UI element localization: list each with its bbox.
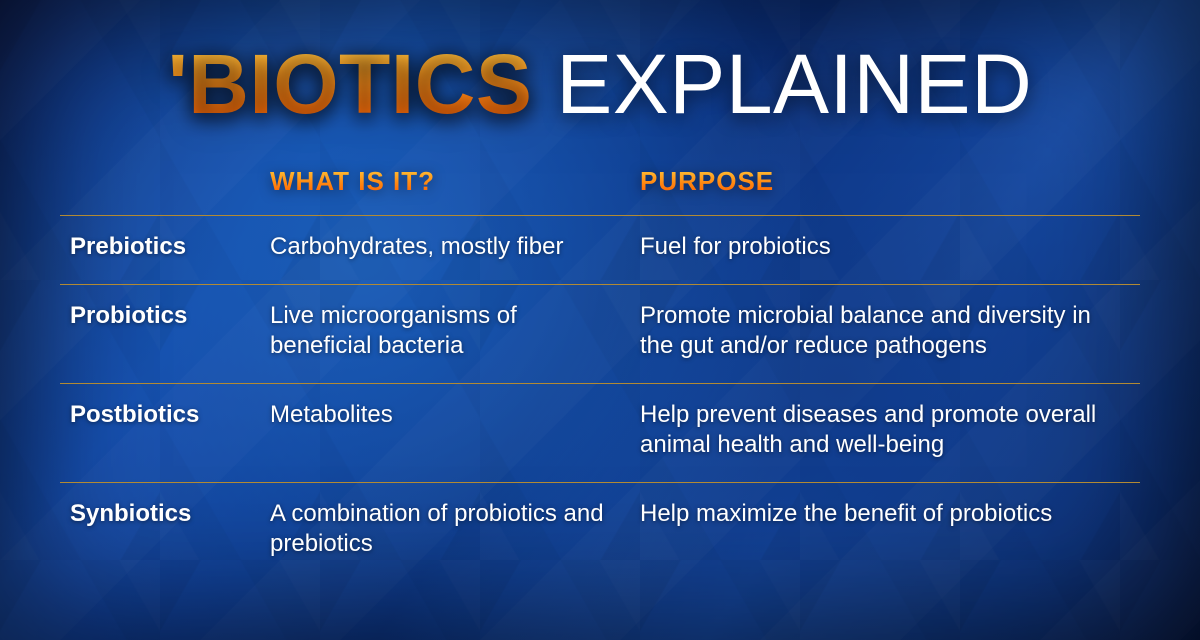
header-purpose: PURPOSE: [630, 160, 1140, 216]
row-name: Probiotics: [60, 285, 260, 384]
row-name: Prebiotics: [60, 216, 260, 285]
row-name: Postbiotics: [60, 384, 260, 483]
row-what: A combination of probiotics and prebioti…: [260, 483, 630, 582]
title-word-1: 'BIOTICS: [168, 37, 533, 131]
table-row: Postbiotics Metabolites Help prevent dis…: [60, 384, 1140, 483]
row-purpose: Fuel for probiotics: [630, 216, 1140, 285]
header-purpose-label: PURPOSE: [640, 166, 774, 196]
biotics-table: WHAT IS IT? PURPOSE Prebiotics Carbohydr…: [60, 160, 1140, 581]
header-blank: [60, 160, 260, 216]
page-title: 'BIOTICS EXPLAINED: [60, 42, 1140, 126]
table-row: Synbiotics A combination of probiotics a…: [60, 483, 1140, 582]
header-what-label: WHAT IS IT?: [270, 166, 435, 196]
row-purpose: Help prevent diseases and promote overal…: [630, 384, 1140, 483]
row-purpose: Promote microbial balance and diversity …: [630, 285, 1140, 384]
content-wrapper: 'BIOTICS EXPLAINED WHAT IS IT? PURPOSE P…: [0, 0, 1200, 581]
row-what: Live microorganisms of beneficial bacter…: [260, 285, 630, 384]
table-row: Probiotics Live microorganisms of benefi…: [60, 285, 1140, 384]
row-name: Synbiotics: [60, 483, 260, 582]
row-what: Metabolites: [260, 384, 630, 483]
row-what: Carbohydrates, mostly fiber: [260, 216, 630, 285]
title-word-2: EXPLAINED: [556, 37, 1032, 131]
header-what: WHAT IS IT?: [260, 160, 630, 216]
row-purpose: Help maximize the benefit of probiotics: [630, 483, 1140, 582]
table-row: Prebiotics Carbohydrates, mostly fiber F…: [60, 216, 1140, 285]
table-header-row: WHAT IS IT? PURPOSE: [60, 160, 1140, 216]
